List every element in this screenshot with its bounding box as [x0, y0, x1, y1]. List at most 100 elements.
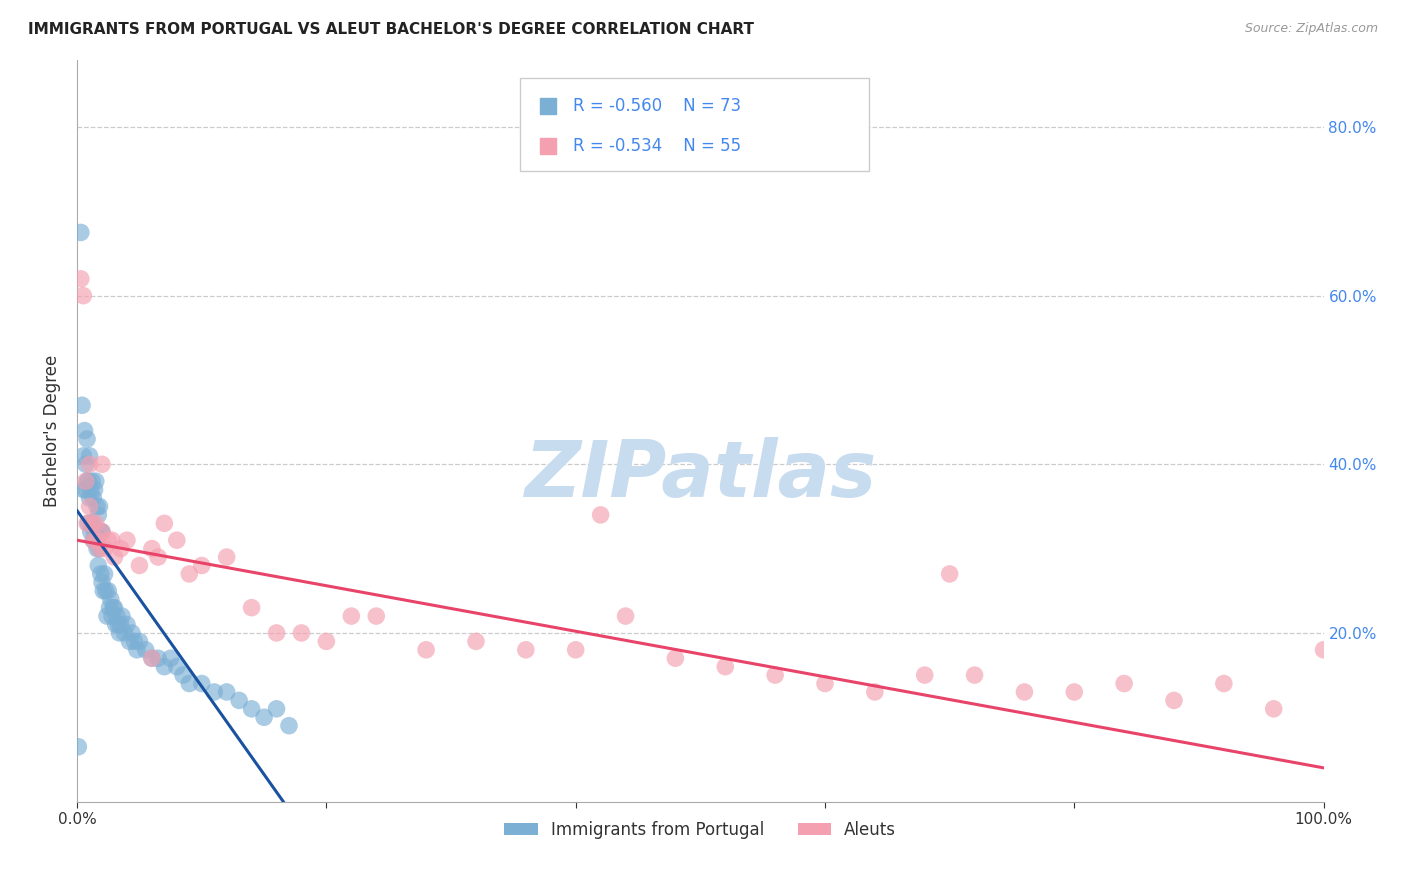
Point	[121, 626, 143, 640]
Point	[179, 566, 201, 581]
Point	[1063, 685, 1085, 699]
Point	[91, 583, 114, 598]
Point	[215, 550, 238, 565]
Point	[72, 483, 94, 497]
Point	[914, 668, 936, 682]
Point	[77, 474, 100, 488]
Point	[153, 516, 176, 531]
Point	[101, 609, 124, 624]
Point	[101, 533, 124, 548]
Point	[179, 676, 201, 690]
Point	[290, 626, 312, 640]
Point	[564, 642, 586, 657]
Point	[118, 634, 141, 648]
Point	[104, 617, 127, 632]
Point	[107, 617, 129, 632]
Point	[537, 4, 560, 18]
Point	[87, 508, 110, 522]
Point	[72, 288, 94, 302]
Point	[90, 566, 112, 581]
Point	[110, 541, 132, 556]
Point	[938, 566, 960, 581]
Point	[84, 524, 107, 539]
Point	[84, 474, 107, 488]
Point	[125, 642, 148, 657]
Point	[115, 617, 138, 632]
Point	[89, 541, 111, 556]
Point	[1312, 642, 1334, 657]
Point	[75, 483, 97, 497]
Point	[1014, 685, 1036, 699]
Point	[75, 458, 97, 472]
Point	[166, 533, 188, 548]
Point	[79, 491, 101, 505]
Point	[80, 474, 103, 488]
Point	[278, 719, 301, 733]
Point	[83, 483, 105, 497]
Point	[515, 642, 537, 657]
Point	[253, 710, 276, 724]
Point	[82, 491, 104, 505]
Point	[87, 558, 110, 573]
Point	[103, 600, 125, 615]
Point	[80, 483, 103, 497]
Point	[79, 458, 101, 472]
Point	[115, 533, 138, 548]
Point	[76, 516, 98, 531]
Point	[89, 541, 111, 556]
Point	[80, 516, 103, 531]
Point	[215, 685, 238, 699]
Point	[76, 432, 98, 446]
Point	[86, 500, 108, 514]
Point	[159, 651, 181, 665]
Point	[90, 524, 112, 539]
Point	[97, 583, 120, 598]
Point	[91, 524, 114, 539]
FancyBboxPatch shape	[520, 78, 869, 171]
Point	[70, 398, 93, 412]
Point	[172, 668, 194, 682]
Point	[266, 702, 288, 716]
Point	[83, 524, 105, 539]
Point	[146, 550, 169, 565]
Point	[315, 634, 337, 648]
Point	[76, 474, 98, 488]
Point	[537, 49, 560, 63]
Point	[1263, 702, 1285, 716]
Point	[664, 651, 686, 665]
Point	[108, 626, 131, 640]
Point	[97, 533, 120, 548]
Point	[84, 516, 107, 531]
Text: R = -0.534    N = 55: R = -0.534 N = 55	[574, 136, 741, 155]
Point	[128, 634, 150, 648]
Point	[79, 500, 101, 514]
Point	[82, 533, 104, 548]
Point	[589, 508, 612, 522]
Point	[614, 609, 637, 624]
Point	[714, 659, 737, 673]
Point	[82, 533, 104, 548]
Point	[110, 617, 132, 632]
Point	[86, 541, 108, 556]
Point	[166, 659, 188, 673]
Point	[75, 474, 97, 488]
Point	[863, 685, 886, 699]
Y-axis label: Bachelor's Degree: Bachelor's Degree	[44, 354, 60, 507]
Point	[415, 642, 437, 657]
Point	[240, 600, 263, 615]
Point	[366, 609, 388, 624]
Point	[141, 651, 163, 665]
Point	[1163, 693, 1185, 707]
Point	[814, 676, 837, 690]
Point	[89, 500, 111, 514]
Point	[1114, 676, 1136, 690]
Point	[103, 550, 125, 565]
Point	[141, 651, 163, 665]
Point	[141, 541, 163, 556]
Point	[103, 600, 125, 615]
Point	[69, 226, 91, 240]
Point	[69, 272, 91, 286]
Point	[202, 685, 225, 699]
Point	[146, 651, 169, 665]
Point	[91, 524, 114, 539]
